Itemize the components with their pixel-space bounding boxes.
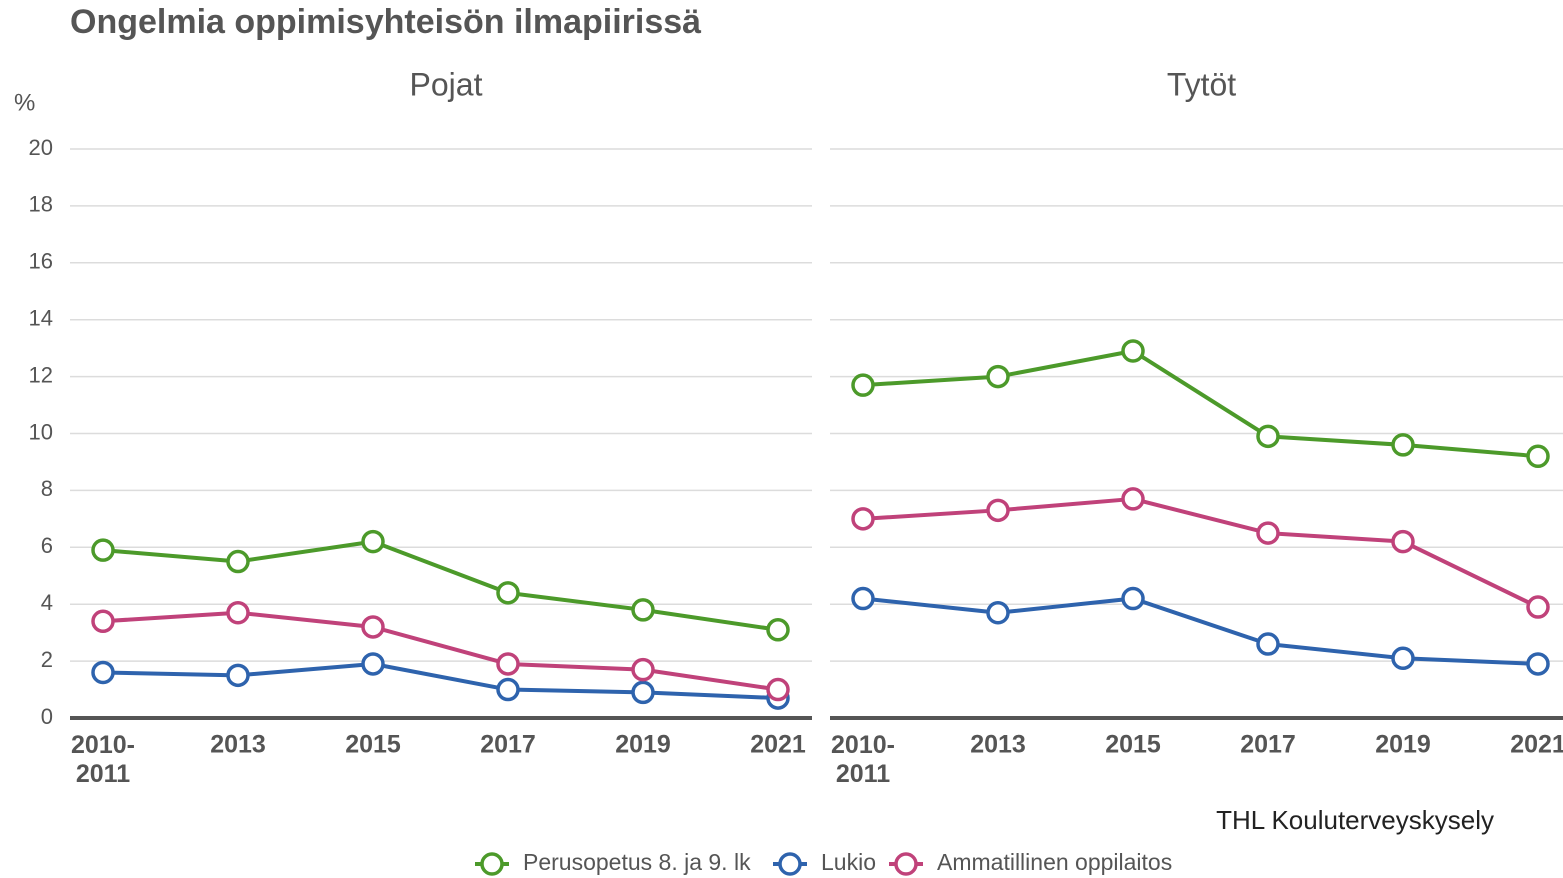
data-point [226, 663, 250, 688]
legend-label: Lukio [821, 849, 876, 875]
x-tick-label: 2015 [345, 731, 401, 759]
data-point [851, 586, 875, 611]
data-point [1121, 586, 1145, 611]
data-point [1121, 487, 1145, 511]
data-point [496, 581, 520, 605]
panel-title: Pojat [410, 66, 483, 102]
data-point [1256, 424, 1280, 449]
series-line [862, 496, 1539, 609]
data-point [361, 652, 385, 676]
y-tick-label: 6 [41, 533, 53, 558]
y-tick-label: 0 [41, 704, 53, 729]
series-line [102, 610, 779, 692]
data-point [1526, 444, 1550, 469]
x-tick-label: 2021 [750, 731, 806, 759]
x-tick-label: 2013 [210, 731, 266, 759]
data-point [226, 549, 250, 574]
y-tick-label: 14 [29, 306, 53, 331]
data-point [1391, 529, 1415, 554]
series-line [862, 596, 1539, 666]
legend-marker [480, 852, 504, 876]
data-point [851, 507, 875, 531]
data-point [986, 364, 1010, 389]
data-point [91, 538, 115, 562]
data-point [361, 615, 385, 639]
y-tick-label: 2 [41, 647, 53, 672]
chart-title: Ongelmia oppimisyhteisön ilmapiirissä [70, 3, 701, 41]
legend-marker [894, 852, 918, 876]
data-point [631, 598, 655, 622]
data-point [631, 657, 655, 682]
x-tick-label: 2010-2011 [831, 731, 895, 788]
legend-label: Perusopetus 8. ja 9. lk [523, 849, 751, 875]
x-tick-label: 2019 [615, 731, 671, 759]
data-point [496, 652, 520, 676]
data-point [631, 680, 655, 705]
panel-title: Tytöt [1167, 66, 1236, 102]
data-point [91, 660, 115, 685]
series-line [102, 661, 779, 701]
legend-marker [778, 852, 802, 876]
data-point [496, 677, 520, 702]
series-line [102, 539, 779, 632]
x-tick-label: 2010-2011 [71, 731, 135, 788]
y-tick-label: 10 [29, 419, 53, 444]
legend-label: Ammatillinen oppilaitos [937, 849, 1172, 875]
data-point [1121, 339, 1145, 363]
data-point [986, 600, 1010, 625]
data-point [1256, 521, 1280, 545]
data-point [851, 373, 875, 397]
y-tick-label: 4 [41, 590, 53, 615]
data-point [1391, 646, 1415, 671]
x-tick-label: 2017 [480, 731, 536, 759]
series-line [862, 348, 1539, 459]
data-point [1526, 595, 1550, 619]
source: THL Kouluterveyskysely [1216, 805, 1494, 835]
y-tick-label: 18 [29, 192, 53, 217]
y-tick-label: 16 [29, 249, 53, 274]
data-point [766, 677, 790, 702]
x-tick-label: 2021 [1510, 731, 1563, 759]
y-tick-label: 12 [29, 362, 53, 387]
y-axis-label: % [14, 89, 35, 116]
data-point [226, 600, 250, 625]
x-tick-label: 2015 [1105, 731, 1161, 759]
data-point [986, 498, 1010, 523]
x-tick-label: 2017 [1240, 731, 1296, 759]
data-point [1526, 652, 1550, 676]
data-point [1391, 433, 1415, 457]
data-point [1256, 632, 1280, 656]
x-tick-label: 2019 [1375, 731, 1431, 759]
data-point [766, 618, 790, 642]
y-tick-label: 20 [29, 135, 53, 160]
data-point [91, 609, 115, 634]
x-tick-label: 2013 [970, 731, 1026, 759]
data-point [361, 529, 385, 554]
y-tick-label: 8 [41, 476, 53, 501]
